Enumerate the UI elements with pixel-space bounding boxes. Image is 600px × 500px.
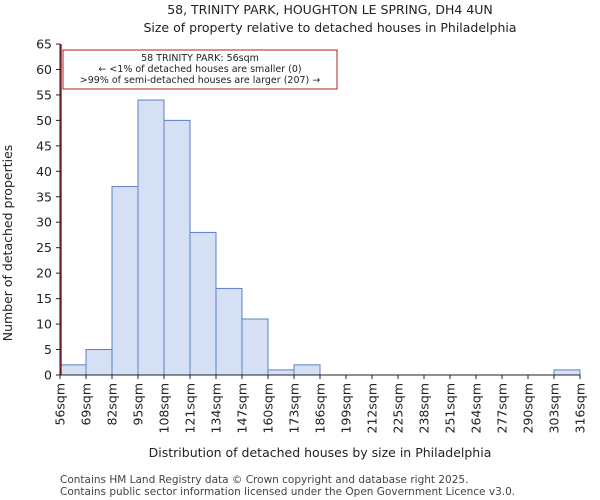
y-tick-label: 5 xyxy=(44,342,52,357)
bar xyxy=(267,369,295,376)
x-tick-label: 225sqm xyxy=(391,383,406,433)
footer-line-2: Contains public sector information licen… xyxy=(60,486,515,498)
x-tick-label: 69sqm xyxy=(79,383,94,426)
y-tick-label: 65 xyxy=(36,37,52,52)
y-tick-label: 60 xyxy=(36,62,52,77)
y-tick-label: 50 xyxy=(36,113,52,128)
y-tick-label: 25 xyxy=(36,240,52,255)
x-tick-label: 199sqm xyxy=(339,383,354,433)
x-tick-labels: 56sqm 69sqm 82sqm 95sqm 108sqm 121sqm 134sqm 14… xyxy=(53,375,588,433)
y-tick-label: 40 xyxy=(36,164,52,179)
x-tick-label: 212sqm xyxy=(365,383,380,433)
x-tick-label: 56sqm xyxy=(53,383,68,426)
y-tick-label: 45 xyxy=(36,138,52,153)
annotation-line-2: ← <1% of detached houses are smaller (0) xyxy=(98,64,301,75)
chart-title: 58, TRINITY PARK, HOUGHTON LE SPRING, DH… xyxy=(167,2,493,17)
x-axis-label: Distribution of detached houses by size … xyxy=(149,445,492,460)
y-tick-label: 30 xyxy=(36,215,52,230)
x-tick-label: 82sqm xyxy=(105,383,120,426)
x-tick-label: 303sqm xyxy=(547,383,562,433)
x-tick-label: 277sqm xyxy=(495,383,510,433)
x-tick-label: 134sqm xyxy=(209,383,224,433)
y-tick-label: 35 xyxy=(36,189,52,204)
x-tick-label: 251sqm xyxy=(443,383,458,433)
bar xyxy=(241,318,269,376)
x-tick-label: 147sqm xyxy=(235,383,250,433)
bar xyxy=(553,369,581,376)
bars xyxy=(59,99,581,376)
x-tick-label: 108sqm xyxy=(157,383,172,433)
y-tick-label: 10 xyxy=(36,317,52,332)
x-tick-label: 186sqm xyxy=(313,383,328,433)
bar xyxy=(163,119,191,376)
y-tick-label: 20 xyxy=(36,266,52,281)
annotation-frame xyxy=(62,49,338,90)
x-tick-label: 173sqm xyxy=(287,383,302,433)
bar xyxy=(111,186,139,376)
footer-line-1: Contains HM Land Registry data © Crown c… xyxy=(60,474,468,486)
bar xyxy=(137,99,165,376)
x-tick-label: 121sqm xyxy=(183,383,198,433)
x-tick-label: 95sqm xyxy=(131,383,146,426)
annotation-line-1: 58 TRINITY PARK: 56sqm xyxy=(141,53,259,64)
x-tick-label: 316sqm xyxy=(573,383,588,433)
annotation-line-3: >99% of semi-detached houses are larger … xyxy=(80,75,321,86)
bar xyxy=(189,231,217,376)
bar xyxy=(293,364,321,376)
x-tick-label: 238sqm xyxy=(417,383,432,433)
x-tick-label: 264sqm xyxy=(469,383,484,433)
annotation-box: 58 TRINITY PARK: 56sqm ← <1% of detached… xyxy=(62,49,338,90)
bar xyxy=(59,364,87,376)
bar xyxy=(85,349,113,376)
y-axis-label: Number of detached properties xyxy=(0,145,15,342)
y-tick-label: 15 xyxy=(36,291,52,306)
y-tick-label: 55 xyxy=(36,87,52,102)
x-tick-label: 290sqm xyxy=(521,383,536,433)
chart-subtitle: Size of property relative to detached ho… xyxy=(143,20,516,35)
x-tick-label: 160sqm xyxy=(261,383,276,433)
y-tick-labels: 0 5 10 15 20 25 30 35 40 45 50 55 60 65 xyxy=(36,37,60,383)
y-tick-label: 0 xyxy=(44,368,52,383)
bar xyxy=(215,287,243,376)
